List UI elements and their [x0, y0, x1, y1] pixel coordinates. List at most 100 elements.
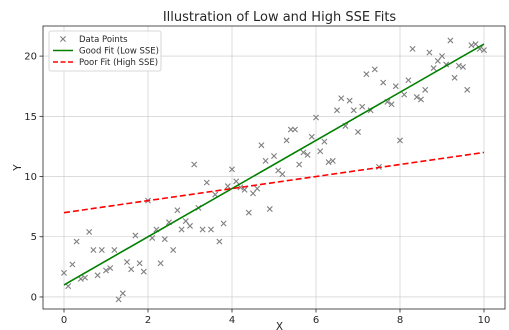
- data-point: [61, 269, 67, 276]
- data-point: [292, 126, 298, 133]
- data-point: [107, 265, 114, 272]
- data-point: [308, 133, 315, 140]
- data-point: [136, 260, 143, 267]
- data-point: [405, 77, 412, 84]
- data-point: [321, 138, 328, 145]
- data-point: [69, 261, 76, 268]
- data-point: [338, 95, 345, 102]
- legend-box: [48, 30, 162, 72]
- data-point: [413, 94, 420, 101]
- data-point: [124, 259, 130, 266]
- data-point: [329, 157, 336, 164]
- data-point: [266, 206, 273, 213]
- data-point: [115, 296, 122, 303]
- data-point: [208, 226, 214, 233]
- data-point: [392, 83, 399, 90]
- data-point: [481, 47, 487, 54]
- data-point: [460, 63, 466, 70]
- x-tick-label: 10: [478, 315, 491, 326]
- data-point: [363, 71, 370, 78]
- data-point: [132, 232, 139, 239]
- data-point: [300, 149, 307, 156]
- data-point: [439, 53, 445, 60]
- data-point: [233, 178, 240, 185]
- data-point: [220, 220, 227, 227]
- data-point: [472, 41, 479, 48]
- x-tick-label: 6: [313, 315, 319, 326]
- data-point: [317, 148, 324, 155]
- plot-area: [61, 37, 487, 303]
- chart-title: Illustration of Low and High SSE Fits: [163, 10, 397, 25]
- data-point: [262, 157, 269, 164]
- data-point: [170, 247, 177, 253]
- data-point: [397, 137, 403, 144]
- data-point: [140, 268, 147, 275]
- data-point: [296, 161, 303, 168]
- data-point: [245, 209, 252, 216]
- data-point: [250, 190, 256, 197]
- data-point: [90, 247, 97, 253]
- data-points-series: [61, 37, 487, 303]
- x-tick-label: 2: [145, 315, 151, 326]
- data-point: [86, 228, 93, 235]
- legend-label: Good Fit (Low SSE): [79, 47, 159, 57]
- data-point: [283, 137, 290, 144]
- data-point: [371, 66, 378, 73]
- data-point: [455, 62, 462, 69]
- data-point: [229, 166, 235, 173]
- data-point: [346, 97, 353, 104]
- data-point: [111, 247, 118, 253]
- data-point: [380, 79, 387, 86]
- data-point: [350, 107, 357, 114]
- data-point: [119, 290, 126, 297]
- data-point: [401, 91, 408, 98]
- data-point: [203, 179, 210, 186]
- data-point: [359, 103, 366, 110]
- legend-label: Poor Fit (High SSE): [79, 58, 158, 68]
- axes-frame: [42, 25, 506, 310]
- data-point: [224, 183, 231, 190]
- data-point: [199, 226, 206, 233]
- data-point: [271, 153, 277, 160]
- data-point: [447, 37, 454, 44]
- data-point: [388, 101, 395, 108]
- data-point: [258, 142, 265, 149]
- good-fit-line: [63, 43, 485, 286]
- data-point: [464, 86, 471, 93]
- data-point: [103, 267, 109, 274]
- data-point: [418, 96, 424, 103]
- data-point: [161, 236, 168, 243]
- data-point: [313, 114, 319, 121]
- axis-ticks: 0 2 4 6 8 10 0 5 10 15 20: [24, 52, 490, 326]
- data-point: [304, 151, 311, 158]
- y-tick-label: 15: [24, 112, 37, 123]
- data-point: [254, 185, 261, 192]
- data-point: [426, 49, 433, 56]
- data-point: [409, 45, 416, 52]
- data-point: [451, 74, 458, 81]
- data-point: [182, 218, 189, 225]
- y-tick-label: 10: [24, 172, 37, 183]
- data-point: [73, 238, 80, 245]
- data-point: [128, 266, 135, 273]
- legend-marker-data-points: [60, 36, 66, 42]
- data-point: [191, 161, 198, 168]
- data-point: [241, 186, 248, 193]
- data-point: [334, 107, 340, 114]
- data-point: [430, 65, 437, 72]
- data-point: [355, 128, 361, 135]
- data-point: [279, 171, 286, 178]
- data-point: [178, 226, 185, 233]
- data-point: [157, 260, 164, 267]
- data-point: [98, 247, 105, 253]
- x-tick-label: 0: [61, 315, 67, 326]
- x-tick-label: 4: [229, 315, 235, 326]
- poor-fit-line: [63, 151, 485, 214]
- data-point: [82, 274, 88, 281]
- y-tick-label: 5: [31, 232, 37, 243]
- data-point: [325, 159, 332, 166]
- x-axis-label: X: [276, 321, 283, 330]
- x-tick-label: 8: [397, 315, 403, 326]
- y-tick-label: 20: [24, 52, 37, 63]
